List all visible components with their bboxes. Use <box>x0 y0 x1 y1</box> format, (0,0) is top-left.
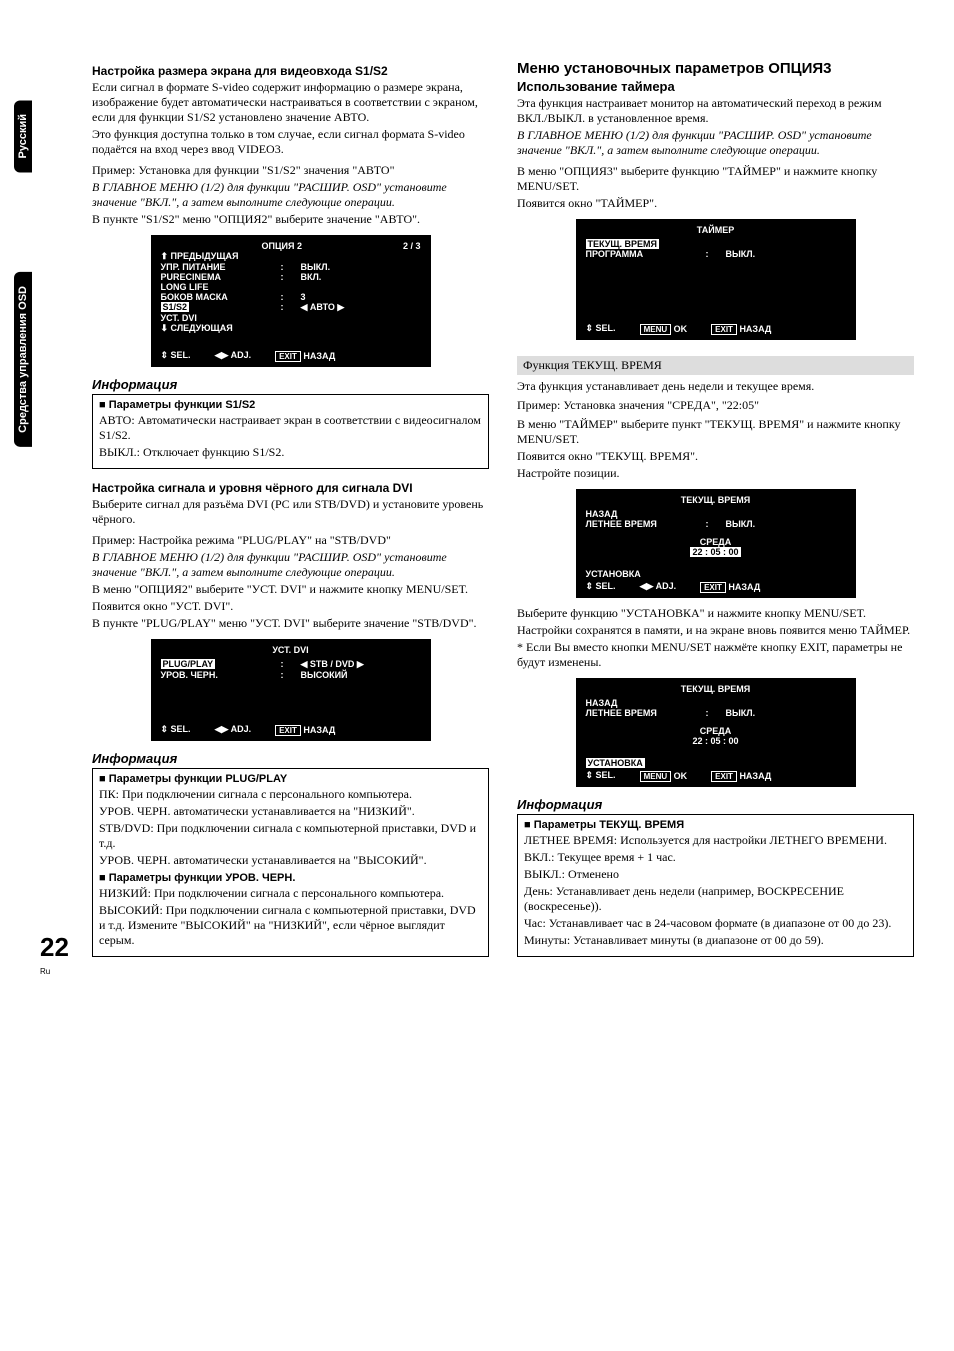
para: Выберите сигнал для разъёма DVI (PC или … <box>92 497 489 527</box>
para: ВЫСОКИЙ: При подключении сигнала с компь… <box>99 903 482 948</box>
s1s2-heading: Настройка размера экрана для видеовхода … <box>92 64 489 78</box>
para: Это функция доступна только в том случае… <box>92 127 489 157</box>
para: STB/DVD: При подключении сигнала с компь… <box>99 821 482 851</box>
info-box: Параметры функции PLUG/PLAY ПК: При подк… <box>92 768 489 957</box>
para: Эта функция устанавливает день недели и … <box>517 379 914 394</box>
param-head: Параметры функции S1/S2 <box>99 399 482 411</box>
info-box: Параметры ТЕКУЩ. ВРЕМЯ ЛЕТНЕЕ ВРЕМЯ: Исп… <box>517 814 914 957</box>
para: Настройте позиции. <box>517 466 914 481</box>
osd-current-time-1: ТЕКУЩ. ВРЕМЯ НАЗАДЛЕТНЕЕ ВРЕМЯ:ВЫКЛ. СРЕ… <box>576 489 856 598</box>
param-head: Параметры функции УРОВ. ЧЕРН. <box>99 872 482 884</box>
para: ПК: При подключении сигнала с персональн… <box>99 787 482 802</box>
para: В ГЛАВНОЕ МЕНЮ (1/2) для функции "РАСШИР… <box>92 180 489 210</box>
osd-option2: ОПЦИЯ 2 2 / 3 ⬆ ПРЕДЫДУЩАЯУПР. ПИТАНИЕ:В… <box>151 235 431 367</box>
side-tabs: Русский Средства управления OSD <box>14 100 32 447</box>
param-head: Параметры ТЕКУЩ. ВРЕМЯ <box>524 819 907 831</box>
para: Появится окно "ТАЙМЕР". <box>517 196 914 211</box>
tab-section: Средства управления OSD <box>14 272 32 447</box>
info-box: Параметры функции S1/S2 АВТО: Автоматиче… <box>92 394 489 469</box>
right-column: Меню установочных параметров ОПЦИЯ3 Испо… <box>517 60 914 957</box>
para: * Если Вы вместо кнопки MENU/SET нажмёте… <box>517 640 914 670</box>
para: Появится окно "ТЕКУЩ. ВРЕМЯ". <box>517 449 914 464</box>
para: ВЫКЛ.: Отключает функцию S1/S2. <box>99 445 482 460</box>
timer-subheading: Использование таймера <box>517 79 914 94</box>
para: ВКЛ.: Текущее время + 1 час. <box>524 850 907 865</box>
para: Если сигнал в формате S-video содержит и… <box>92 80 489 125</box>
option3-heading: Меню установочных параметров ОПЦИЯ3 <box>517 60 914 77</box>
para: Час: Устанавливает час в 24-часовом форм… <box>524 916 907 931</box>
para: Выберите функцию "УСТАНОВКА" и нажмите к… <box>517 606 914 621</box>
para: Пример: Настройка режима "PLUG/PLAY" на … <box>92 533 489 548</box>
para: В меню "ОПЦИЯ2" выберите "УСТ. DVI" и на… <box>92 582 489 597</box>
para: Эта функция настраивает монитор на автом… <box>517 96 914 126</box>
info-heading: Информация <box>517 797 914 812</box>
dvi-heading: Настройка сигнала и уровня чёрного для с… <box>92 481 489 495</box>
para: В меню "ОПЦИЯ3" выберите функцию "ТАЙМЕР… <box>517 164 914 194</box>
para: В ГЛАВНОЕ МЕНЮ (1/2) для функции "РАСШИР… <box>517 128 914 158</box>
info-heading: Информация <box>92 377 489 392</box>
param-head: Параметры функции PLUG/PLAY <box>99 773 482 785</box>
para: Появится окно "УСТ. DVI". <box>92 599 489 614</box>
para: НИЗКИЙ: При подключении сигнала с персон… <box>99 886 482 901</box>
osd-timer: ТАЙМЕР ТЕКУЩ. ВРЕМЯПРОГРАММА:ВЫКЛ. ⇕ SEL… <box>576 219 856 340</box>
para: Пример: Установка значения "СРЕДА", "22:… <box>517 398 914 413</box>
para: УРОВ. ЧЕРН. автоматически устанавливаетс… <box>99 853 482 868</box>
para: ЛЕТНЕЕ ВРЕМЯ: Используется для настройки… <box>524 833 907 848</box>
para: День: Устанавливает день недели (наприме… <box>524 884 907 914</box>
para: АВТО: Автоматически настраивает экран в … <box>99 413 482 443</box>
grey-section-bar: Функция ТЕКУЩ. ВРЕМЯ <box>517 356 914 375</box>
info-heading: Информация <box>92 751 489 766</box>
para: В меню "ТАЙМЕР" выберите пункт "ТЕКУЩ. В… <box>517 417 914 447</box>
osd-current-time-2: ТЕКУЩ. ВРЕМЯ НАЗАДЛЕТНЕЕ ВРЕМЯ:ВЫКЛ. СРЕ… <box>576 678 856 787</box>
left-column: Настройка размера экрана для видеовхода … <box>92 60 489 957</box>
para: В пункте "S1/S2" меню "ОПЦИЯ2" выберите … <box>92 212 489 227</box>
para: ВЫКЛ.: Отменено <box>524 867 907 882</box>
para: В пункте "PLUG/PLAY" меню "УСТ. DVI" выб… <box>92 616 489 631</box>
para: УРОВ. ЧЕРН. автоматически устанавливаетс… <box>99 804 482 819</box>
para: Минуты: Устанавливает минуты (в диапазон… <box>524 933 907 948</box>
osd-dvi: УСТ. DVI PLUG/PLAY:◀ STB / DVD ▶УРОВ. ЧЕ… <box>151 639 431 741</box>
para: В ГЛАВНОЕ МЕНЮ (1/2) для функции "РАСШИР… <box>92 550 489 580</box>
tab-lang: Русский <box>14 100 32 172</box>
page-number: 22 Ru <box>40 932 69 977</box>
para: Пример: Установка для функции "S1/S2" зн… <box>92 163 489 178</box>
para: Настройки сохранятся в памяти, и на экра… <box>517 623 914 638</box>
